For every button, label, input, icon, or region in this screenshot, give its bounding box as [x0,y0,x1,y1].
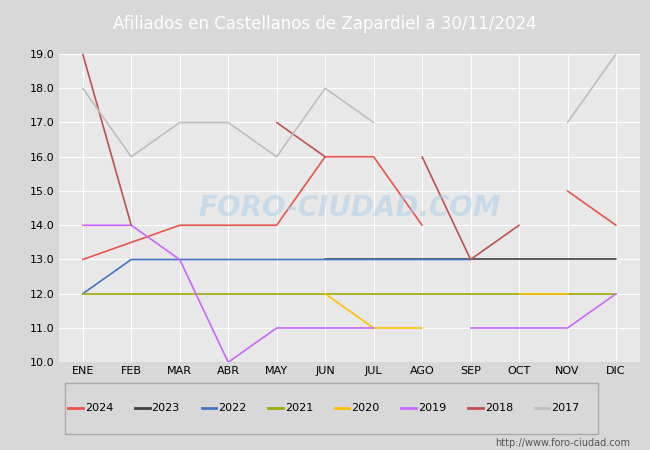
Text: Afiliados en Castellanos de Zapardiel a 30/11/2024: Afiliados en Castellanos de Zapardiel a … [113,14,537,33]
Text: 2024: 2024 [85,403,113,414]
Text: 2019: 2019 [418,403,447,414]
Text: 2023: 2023 [151,403,180,414]
Text: 2021: 2021 [285,403,313,414]
Text: http://www.foro-ciudad.com: http://www.foro-ciudad.com [495,438,630,448]
Text: 2017: 2017 [551,403,580,414]
Text: FORO-CIUDAD.COM: FORO-CIUDAD.COM [198,194,500,222]
Text: 2022: 2022 [218,403,246,414]
Text: 2018: 2018 [485,403,513,414]
Text: 2020: 2020 [352,403,380,414]
